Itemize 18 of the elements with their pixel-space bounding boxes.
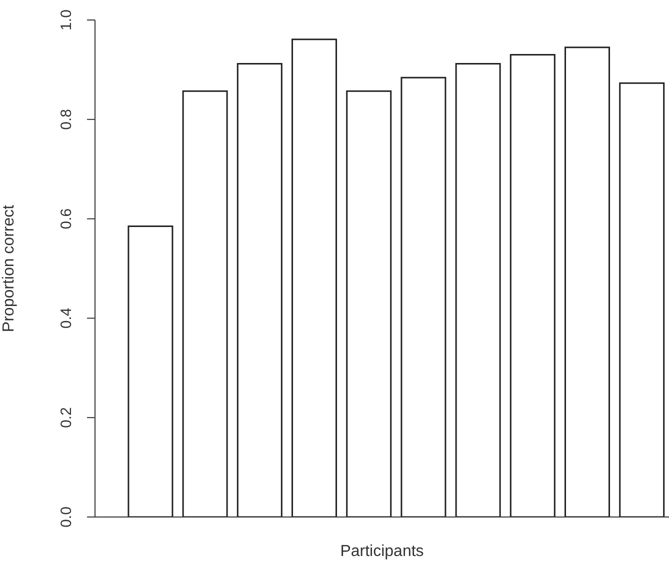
bar — [619, 82, 665, 517]
bar — [292, 38, 338, 517]
y-tick-label: 1.0 — [58, 10, 75, 30]
bar — [236, 62, 282, 517]
bar — [400, 76, 446, 517]
bar — [510, 54, 556, 517]
bar — [346, 90, 392, 517]
y-tick-label: 0.6 — [58, 208, 75, 230]
x-axis-title: Participants — [340, 543, 424, 560]
bar — [182, 90, 228, 517]
y-axis-title: Proportion correct — [0, 204, 18, 332]
y-tick-label: 0.4 — [58, 308, 75, 329]
bar — [564, 46, 610, 517]
bar — [455, 62, 501, 517]
bar — [128, 226, 174, 517]
y-tick-label: 0.0 — [58, 506, 75, 528]
y-tick-label: 0.2 — [58, 407, 75, 428]
y-tick-label: 0.8 — [58, 108, 75, 130]
